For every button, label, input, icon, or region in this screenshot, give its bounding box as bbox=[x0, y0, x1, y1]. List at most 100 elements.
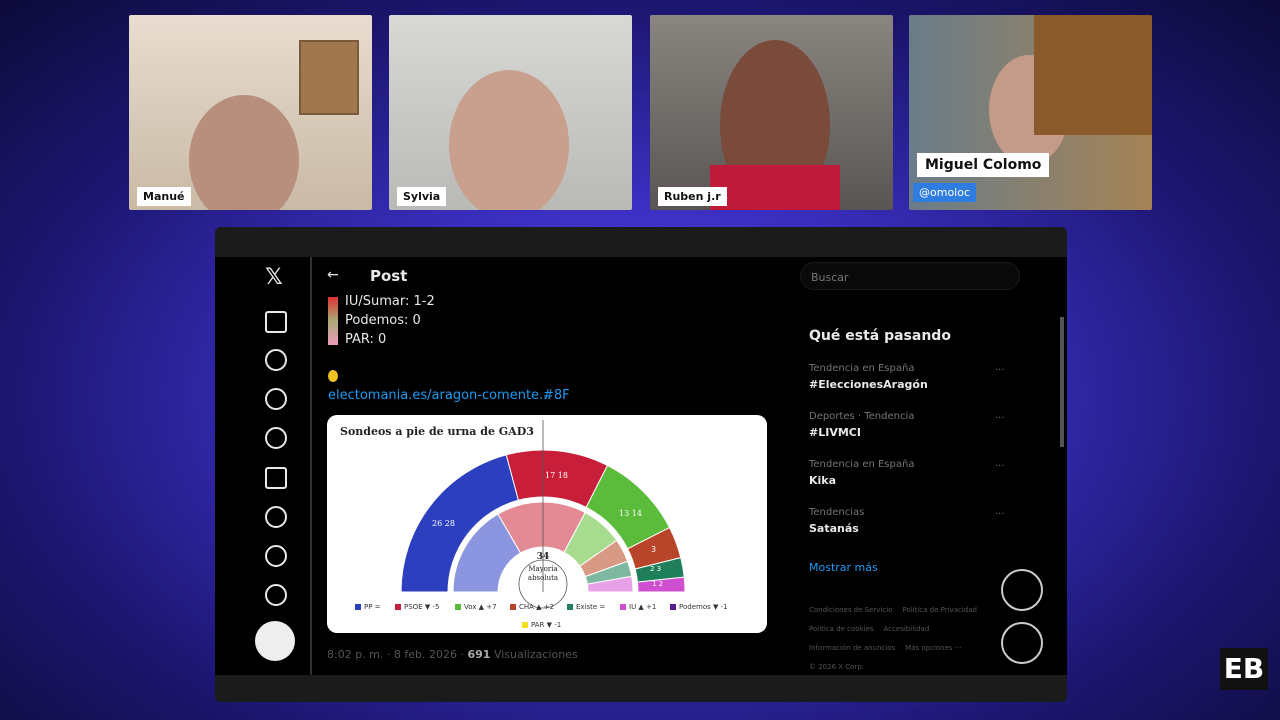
post-line: Podemos: 0 bbox=[345, 313, 421, 328]
footer-link: © 2026 X Corp. bbox=[809, 663, 865, 671]
compose-button[interactable] bbox=[255, 621, 295, 661]
views-label: Visualizaciones bbox=[493, 648, 578, 661]
seat-label: 26 28 bbox=[432, 519, 455, 528]
post-hashtag[interactable]: #8F bbox=[543, 388, 570, 403]
participant-name: Manué bbox=[137, 187, 191, 206]
show-more[interactable]: Mostrar más bbox=[809, 561, 878, 574]
legend-label: PSOE ▼ -5 bbox=[404, 603, 440, 611]
trend-context: Tendencia en España bbox=[809, 363, 915, 374]
legend-label: PP = bbox=[364, 603, 381, 611]
seat-label: 2 3 bbox=[650, 565, 662, 573]
legend-label: Existe = bbox=[576, 603, 606, 611]
participant-name: Sylvia bbox=[397, 187, 447, 206]
trend-menu: ··· bbox=[995, 413, 1005, 424]
footer-link: Más opciones ··· bbox=[905, 644, 962, 652]
trend-name: Satanás bbox=[809, 522, 859, 535]
footer-link: Accesibilidad bbox=[883, 625, 930, 633]
trend-name: #LIVMCI bbox=[809, 426, 861, 439]
trend-context: Tendencias bbox=[809, 507, 865, 518]
majority-number: 34 bbox=[536, 552, 550, 562]
nav-home[interactable] bbox=[265, 311, 287, 333]
trend-context: Tendencia en España bbox=[809, 459, 915, 470]
emoji bbox=[328, 370, 338, 382]
scrollbar bbox=[1060, 317, 1064, 447]
participant-name: Ruben j.r bbox=[658, 187, 727, 206]
bottom-bar bbox=[215, 675, 1067, 702]
nav-follow[interactable] bbox=[265, 427, 287, 449]
legend-label: Vox ▲ +7 bbox=[464, 603, 497, 611]
seat-label: 17 18 bbox=[545, 471, 568, 480]
legend-item: PP = bbox=[355, 603, 381, 611]
trends-heading: Qué está pasando bbox=[809, 328, 951, 344]
post-header: Post bbox=[370, 267, 408, 285]
post-image[interactable]: Sondeos a pie de urna de GAD3 26 28 17 1… bbox=[327, 415, 767, 633]
legend-label: CHA ▲ +2 bbox=[519, 603, 555, 611]
nav-search[interactable] bbox=[265, 349, 287, 371]
post-meta: 8:02 p. m. · 8 feb. 2026 · 691 Visualiza… bbox=[327, 648, 578, 661]
nav-messages[interactable] bbox=[265, 467, 287, 489]
post-views: 691 bbox=[467, 648, 491, 661]
legend-label: Podemos ▼ -1 bbox=[679, 603, 728, 611]
video-tile: Ruben j.r bbox=[650, 15, 893, 210]
participant-handle: @omoloc bbox=[913, 183, 977, 202]
legend-item: Podemos ▼ -1 bbox=[670, 603, 728, 611]
legend-label: PAR ▼ -1 bbox=[531, 621, 562, 629]
trend-menu: ··· bbox=[995, 461, 1005, 472]
trend-name: #EleccionesAragón bbox=[809, 378, 928, 391]
board bbox=[299, 40, 359, 115]
legend-item: Existe = bbox=[567, 603, 605, 611]
divider bbox=[310, 257, 312, 675]
post-time: 8:02 p. m. bbox=[327, 648, 384, 661]
person bbox=[189, 95, 299, 210]
channel-logo: EB bbox=[1220, 648, 1268, 690]
legend-item: PAR ▼ -1 bbox=[522, 621, 561, 629]
footer-link: Información de anuncios bbox=[809, 644, 896, 652]
majority-label: Mayoría absoluta bbox=[527, 565, 559, 582]
person bbox=[449, 70, 569, 210]
video-tile: Manué bbox=[129, 15, 372, 210]
seat-label: 1 2 bbox=[652, 580, 664, 588]
top-bar bbox=[215, 227, 1067, 257]
video-tile: Sylvia bbox=[389, 15, 632, 210]
nav-more[interactable] bbox=[265, 584, 287, 606]
emoji-column bbox=[328, 297, 338, 345]
legend-item: IU ▲ +1 bbox=[620, 603, 656, 611]
inner-seat-arc bbox=[586, 575, 634, 593]
search-box[interactable]: Buscar bbox=[800, 262, 1020, 290]
legend-label: IU ▲ +1 bbox=[629, 603, 657, 611]
video-tile: Miguel Colomo @omoloc bbox=[909, 15, 1152, 210]
x-app: 𝕏 ← Post IU/Sumar: 1-2 Podemos: 0 PAR: 0… bbox=[215, 257, 1067, 675]
post-date: 8 feb. 2026 bbox=[393, 648, 457, 661]
image-title: Sondeos a pie de urna de GAD3 bbox=[340, 425, 534, 438]
footer-link: Condiciones de Servicio bbox=[809, 606, 893, 614]
grok-button[interactable] bbox=[1001, 569, 1043, 611]
x-logo[interactable]: 𝕏 bbox=[265, 265, 283, 290]
nav-profile[interactable] bbox=[265, 545, 287, 567]
seat-label: 13 14 bbox=[619, 509, 642, 518]
post-link[interactable]: electomania.es/aragon-comente... bbox=[328, 388, 552, 403]
trend-menu: ··· bbox=[995, 365, 1005, 376]
search-placeholder: Buscar bbox=[811, 271, 849, 284]
back-arrow[interactable]: ← bbox=[327, 267, 339, 283]
trend-menu: ··· bbox=[995, 509, 1005, 520]
bookshelf bbox=[1034, 15, 1152, 135]
footer-link: Política de Privacidad bbox=[902, 606, 977, 614]
trend-name: Kika bbox=[809, 474, 837, 487]
seat-label: 3 bbox=[651, 545, 657, 554]
shirt bbox=[710, 165, 840, 210]
nav-grok[interactable] bbox=[265, 506, 287, 528]
post-line: PAR: 0 bbox=[345, 332, 387, 347]
nav-notifications[interactable] bbox=[265, 388, 287, 410]
participant-name: Miguel Colomo bbox=[917, 153, 1050, 177]
hemicycle bbox=[400, 420, 686, 609]
footer-link: Política de cookies bbox=[809, 625, 874, 633]
sidebar-footer: Condiciones de Servicio Política de Priva… bbox=[809, 601, 1009, 677]
shared-screen: 𝕏 ← Post IU/Sumar: 1-2 Podemos: 0 PAR: 0… bbox=[215, 227, 1067, 702]
legend-item: CHA ▲ +2 bbox=[510, 603, 554, 611]
legend-item: PSOE ▼ -5 bbox=[395, 603, 439, 611]
legend-item: Vox ▲ +7 bbox=[455, 603, 497, 611]
messages-button[interactable] bbox=[1001, 622, 1043, 664]
outer-seat-arc bbox=[636, 576, 686, 593]
post-line: IU/Sumar: 1-2 bbox=[345, 294, 435, 309]
